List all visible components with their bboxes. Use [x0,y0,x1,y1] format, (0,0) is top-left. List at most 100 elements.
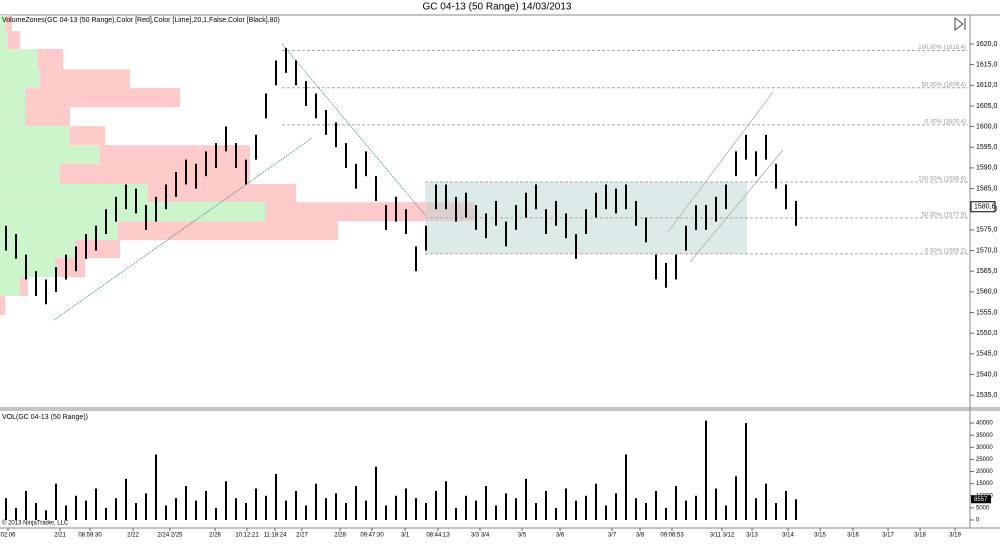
y-tick-label: 1600,0 [976,123,998,130]
zone-up [0,15,5,32]
x-tick-label: 09:47:30 [360,533,384,539]
x-tick-label: 08:59:30 [78,533,102,539]
x-tick-label: 3/16 [847,533,859,539]
volume-bar [455,507,457,521]
x-tick-label: 2/22 [127,533,139,539]
volume-bar [705,420,707,521]
volume-bar [85,500,87,521]
volume-bar [535,503,537,521]
zone-up [0,277,20,297]
x-tick-label: 3/6 [556,533,565,539]
volume-bar [235,498,237,521]
x-tick-label: 3/14 [782,533,794,539]
x-tick-label: 09:06:53 [660,533,684,539]
volume-bar [345,503,347,521]
volume-bar [165,505,167,521]
volume-bar [75,495,77,521]
volume-bar [365,500,367,521]
y-tick-label: 0 [976,518,980,524]
x-tick-label: 3/1 [401,533,410,539]
volume-bar [715,488,717,521]
volume-bar [785,490,787,521]
volume-bar [665,507,667,521]
volume-bar [615,493,617,521]
zone-up [0,88,25,108]
indicator-label: VOL(GC 04-13 (50 Range)) [2,414,88,421]
y-tick-label: 1540,0 [976,371,998,378]
y-tick-label: 1615,0 [976,61,998,68]
y-tick-label: 35000 [976,433,993,439]
zone-down [148,184,296,203]
zone-down [5,15,12,32]
y-tick-label: 40000 [976,421,993,427]
volume-bar [95,488,97,521]
y-tick-label: 1595,0 [976,144,998,151]
last-volume-box [971,495,991,504]
channel-line [667,91,774,233]
zone-up [0,184,148,203]
zone-down [38,48,63,70]
x-tick-label: 2/26 [209,533,221,539]
volume-bar [625,454,627,521]
zone-down [40,69,130,89]
volume-bar [335,493,337,521]
volume-bar [275,473,277,521]
volume-bar [775,503,777,521]
volume-bar [25,490,27,521]
zone-down [8,31,20,49]
fib-label: 50.00% (1609.4) [922,82,966,88]
x-tick-label: 08:44:13 [426,533,450,539]
zone-down [25,88,180,108]
x-tick-label: 3/3 3/4 [471,533,490,539]
volume-bar [645,503,647,521]
volume-bar [595,483,597,521]
y-tick-label: 1575,0 [976,227,998,234]
zone-down [265,202,475,222]
zone-up [0,126,70,146]
volume-bar [315,483,317,521]
y-tick-label: 1590,0 [976,165,998,172]
volume-bar [765,483,767,521]
volume-bar [55,483,57,521]
x-tick-label: 02:06 [0,533,16,539]
volume-bar [465,495,467,521]
channel-line [689,149,784,263]
volume-bar [155,454,157,521]
volume-bar [115,498,117,521]
volume-bar [325,498,327,521]
zone-down [118,221,338,241]
y-tick-label: 30000 [976,445,993,451]
zone-down [60,164,250,185]
y-tick-label: 1550,0 [976,330,998,337]
volume-bar [145,493,147,521]
volume-bar [475,500,477,521]
zone-down [20,277,28,297]
zone-up [0,145,100,165]
volume-bar [425,503,427,521]
icon[interactable] [954,17,964,31]
volume-bar [495,505,497,521]
x-tick-label: 2/24 2/25 [157,533,183,539]
y-tick-label: 1570,0 [976,247,998,254]
toolbar-icon[interactable] [954,17,966,31]
volume-bar [545,490,547,521]
y-tick-label: 20000 [976,469,993,475]
fib-label: 50.00% (1577.9) [922,212,966,218]
zone-up [0,107,25,127]
x-tick-label: 3/7 [608,533,617,539]
volume-bar [5,498,7,521]
volume-bar [305,505,307,521]
x-tick-label: 3/5 [518,533,527,539]
volume-bar [205,490,207,521]
zone-up [0,164,60,185]
volume-bar [135,503,137,521]
volume-bar [195,500,197,521]
volume-bar [655,490,657,521]
volume-bar [45,510,47,521]
x-tick-label: 3/17 [882,533,894,539]
volume-bar [185,486,187,521]
zone-up [0,221,118,241]
x-tick-label: 2/27 [296,533,308,539]
volume-bar [375,466,377,521]
